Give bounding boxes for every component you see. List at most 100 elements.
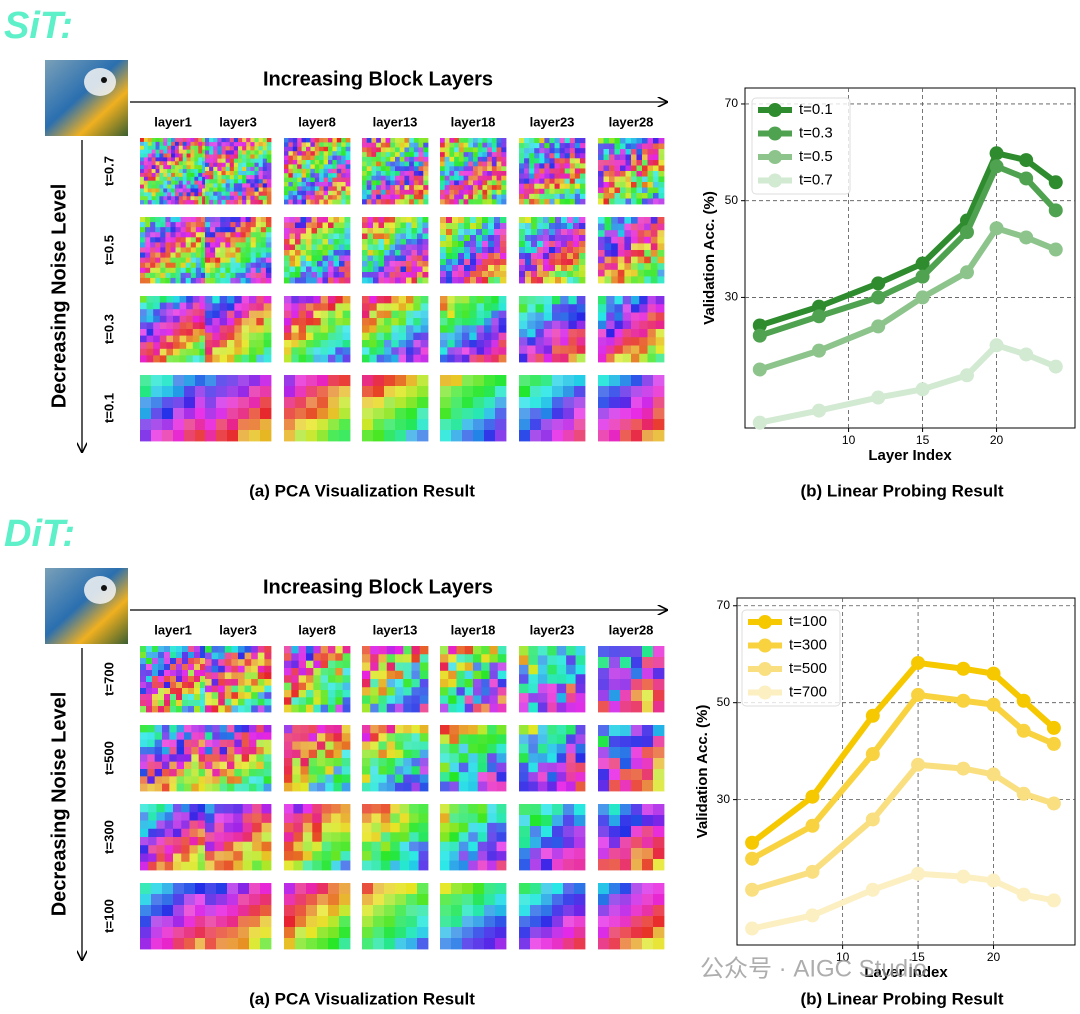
pca-cell (205, 783, 213, 792)
pca-cell (452, 277, 459, 284)
pca-cell (260, 916, 272, 928)
pca-cell (642, 171, 648, 177)
pca-cell (260, 277, 267, 284)
pca-cell (446, 271, 453, 278)
pca-cell (462, 296, 470, 304)
pca-cell (473, 408, 485, 420)
pca-cell (598, 397, 610, 409)
pca-cell (339, 255, 345, 262)
pca-cell (227, 769, 235, 777)
pca-cell (209, 150, 214, 155)
panel-heading: DiT: (4, 513, 75, 555)
series-marker (986, 666, 1001, 681)
pca-cell (229, 191, 235, 197)
pca-cell (487, 171, 493, 177)
pca-cell (403, 774, 412, 784)
pca-cell (389, 272, 396, 278)
pca-cell (176, 739, 185, 748)
pca-cell (423, 175, 429, 181)
pca-cell (384, 325, 392, 334)
pca-cell (291, 646, 300, 654)
pca-cell (447, 325, 456, 334)
pca-cell (284, 142, 289, 148)
pca-cell (212, 340, 221, 348)
pca-cell (200, 262, 207, 269)
pca-cell (399, 175, 405, 181)
pca-cell (399, 832, 410, 843)
pca-cell (519, 259, 526, 266)
pca-cell (658, 176, 665, 183)
pca-cell (186, 153, 191, 158)
pca-cell (317, 272, 323, 278)
pca-cell (451, 430, 463, 442)
pca-cell (473, 171, 479, 177)
pca-cell (622, 296, 632, 305)
pca-cell (631, 304, 640, 313)
pca-cell (484, 905, 496, 917)
pca-cell (378, 749, 388, 759)
pca-cell (306, 173, 311, 178)
pca-cell (225, 158, 231, 164)
pca-cell (569, 178, 576, 185)
pca-cell (417, 261, 423, 267)
pca-cell (606, 337, 615, 346)
pca-cell (519, 247, 526, 254)
pca-cell (476, 332, 485, 341)
pca-cell (411, 766, 421, 775)
pca-cell (188, 664, 195, 671)
pca-cell (561, 217, 568, 224)
pca-cell (159, 315, 167, 323)
pca-cell (451, 408, 463, 420)
x-tick-label: 15 (916, 433, 930, 447)
pca-cell (462, 905, 474, 917)
pca-cell (598, 927, 610, 939)
pca-cell (406, 397, 418, 409)
pca-cell (620, 171, 626, 177)
pca-cell (529, 173, 535, 180)
pca-cell (311, 261, 318, 267)
pca-cell (544, 143, 550, 149)
pca-cell (370, 749, 379, 759)
pca-cell (147, 739, 156, 748)
pca-cell (491, 175, 497, 181)
pca-cell (579, 229, 586, 236)
pca-cell (308, 741, 318, 751)
pca-cell (306, 296, 314, 304)
pca-cell (166, 302, 174, 310)
pca-cell (241, 769, 250, 777)
pca-cell (140, 252, 146, 259)
pca-cell (362, 199, 368, 205)
pca-cell (468, 822, 479, 833)
pca-cell (320, 660, 329, 669)
pca-cell (212, 747, 221, 755)
pca-cell (205, 146, 210, 151)
pca-cell (556, 693, 567, 703)
pca-cell (598, 256, 605, 264)
pca-cell (200, 700, 207, 707)
pca-cell (423, 147, 429, 153)
pca-cell (231, 646, 239, 653)
pca-cell (488, 265, 495, 272)
series-marker (959, 368, 974, 383)
pca-cell (561, 271, 568, 278)
pca-cell (195, 397, 207, 409)
pca-cell (171, 172, 176, 178)
pca-cell (642, 375, 654, 387)
pca-cell (458, 259, 465, 266)
pca-cell (288, 164, 294, 170)
pca-cell (185, 232, 192, 238)
pca-cell (246, 142, 251, 147)
pca-cell (544, 173, 550, 180)
pca-cell (155, 138, 160, 143)
pca-cell (529, 183, 535, 190)
pca-cell (468, 166, 474, 172)
pca-cell (476, 318, 485, 326)
pca-cell (378, 695, 388, 705)
pca-cell (323, 182, 329, 187)
pca-cell (163, 161, 168, 166)
pca-cell (519, 859, 531, 871)
pca-cell (386, 679, 396, 688)
pca-cell (140, 375, 152, 387)
pca-cell (440, 147, 446, 153)
pca-cell (190, 227, 197, 233)
